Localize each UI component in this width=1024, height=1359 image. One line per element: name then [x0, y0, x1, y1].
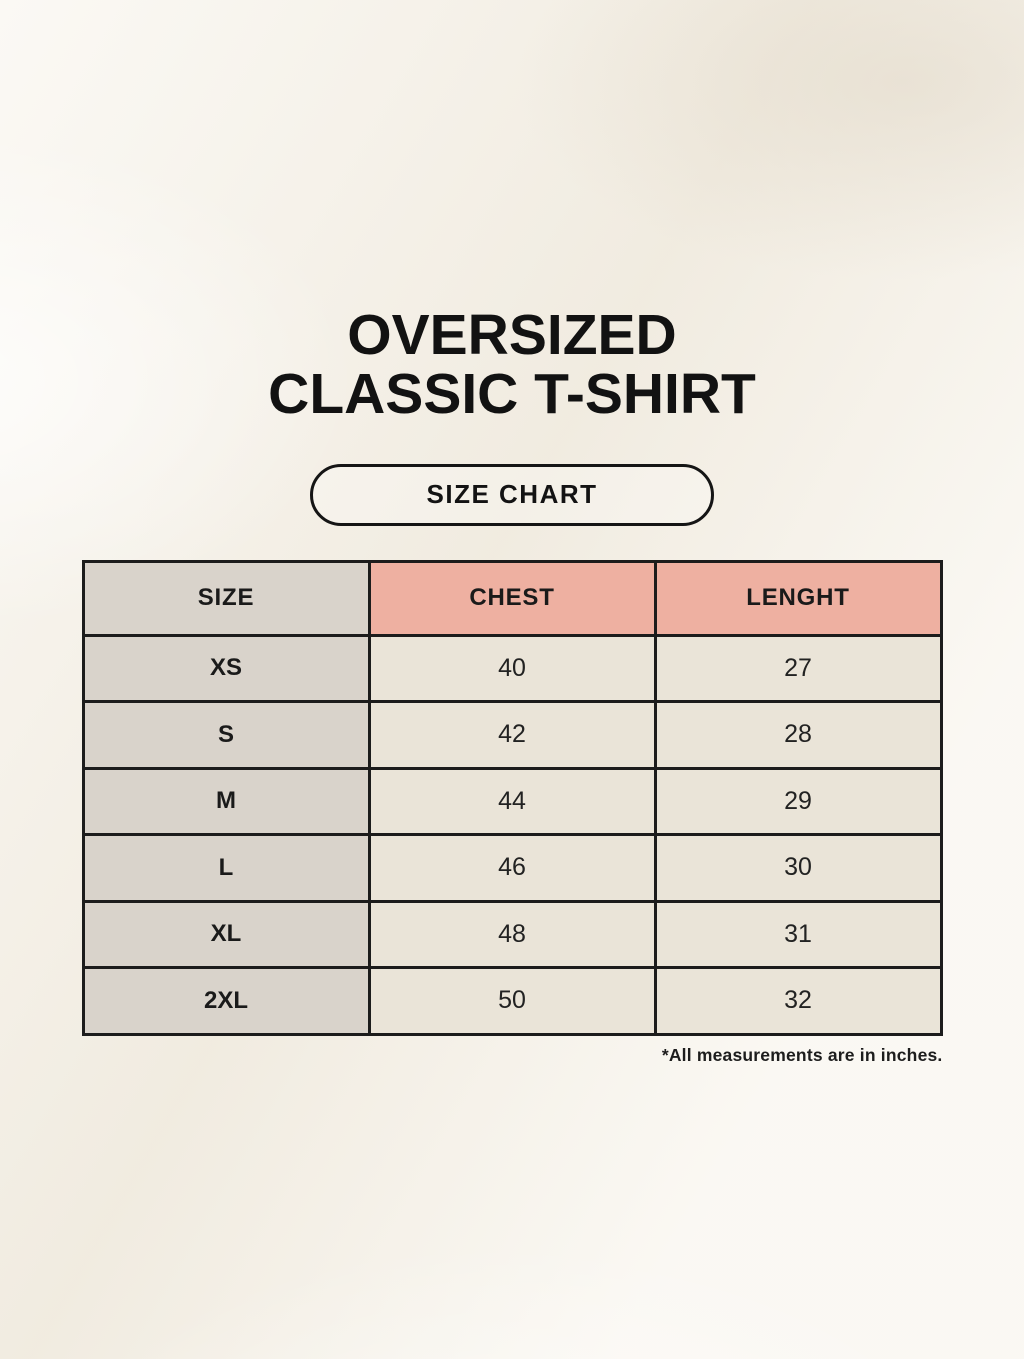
- table-row: XL 48 31: [81, 899, 943, 970]
- size-chart-badge[interactable]: SIZE CHART: [310, 463, 714, 526]
- page-title: OVERSIZED CLASSIC T-SHIRT: [0, 38, 1024, 423]
- size-label: 2XL: [81, 966, 371, 1036]
- length-value: 30: [653, 833, 943, 903]
- table-row: L 46 30: [81, 833, 943, 903]
- table-row: M 44 29: [81, 766, 943, 837]
- length-value: 31: [653, 899, 943, 970]
- size-label: S: [81, 700, 371, 770]
- size-chart-table: SIZE CHEST LENGHT XS 40 27 S 42 28 M 44 …: [81, 559, 943, 1036]
- table-row: XS 40 27: [81, 633, 943, 704]
- chest-value: 44: [367, 766, 657, 837]
- table-row: S 42 28: [81, 700, 943, 770]
- chest-value: 42: [367, 700, 657, 770]
- table-header-row: SIZE CHEST LENGHT: [81, 559, 943, 637]
- length-value: 32: [653, 966, 943, 1036]
- page-title-line1: OVERSIZED: [347, 303, 677, 368]
- size-label: XL: [81, 899, 371, 970]
- measurements-note: *All measurements are in inches.: [661, 1044, 943, 1065]
- size-label: M: [81, 766, 371, 837]
- column-header-length: LENGHT: [653, 559, 943, 637]
- chest-value: 46: [367, 833, 657, 903]
- page-title-line2: CLASSIC T-SHIRT: [268, 361, 756, 426]
- length-value: 28: [653, 700, 943, 770]
- length-value: 27: [653, 633, 943, 704]
- column-header-size: SIZE: [81, 559, 371, 637]
- size-chart-badge-label: SIZE CHART: [426, 479, 598, 510]
- chest-value: 48: [367, 899, 657, 970]
- size-chart-card: OVERSIZED CLASSIC T-SHIRT SIZE CHART SIZ…: [0, 38, 1024, 1359]
- chest-value: 50: [367, 966, 657, 1036]
- table-row: 2XL 50 32: [81, 966, 943, 1036]
- size-label: XS: [81, 633, 371, 704]
- column-header-chest: CHEST: [367, 559, 657, 637]
- length-value: 29: [653, 766, 943, 837]
- chest-value: 40: [367, 633, 657, 704]
- size-label: L: [81, 833, 371, 903]
